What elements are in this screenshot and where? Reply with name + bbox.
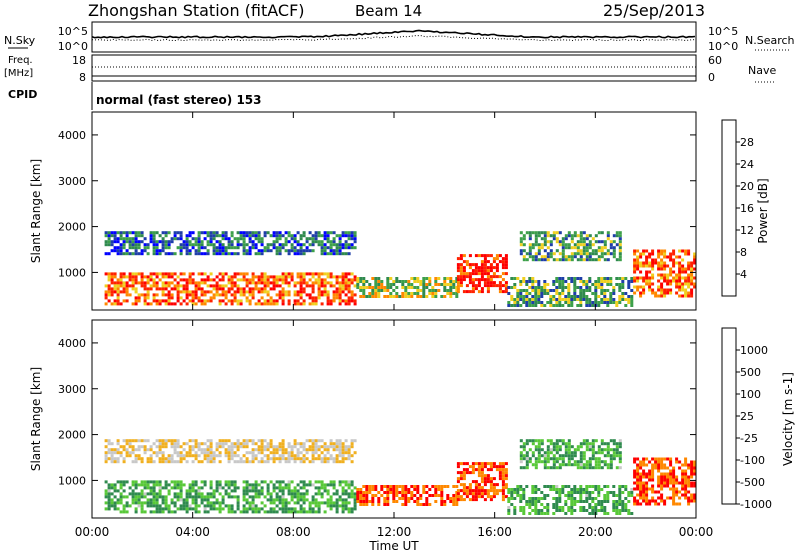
scatter-region <box>519 439 622 470</box>
freq-label-line2: [MHz] <box>4 68 33 79</box>
colorbar-tick-label: 28 <box>740 136 754 149</box>
colorbar-tick-label: 8 <box>740 246 747 259</box>
scatter-region <box>633 249 697 298</box>
scatter-region <box>456 254 508 294</box>
velocity-colorbar: 1000 500 100 25 -25 -100 -500 -1000 <box>721 327 772 511</box>
scatter-region <box>507 277 634 307</box>
noise-search-line <box>91 35 696 42</box>
scatter-region <box>519 231 622 262</box>
colorbar-tick-label: 4 <box>740 268 747 281</box>
y-tick-label: 2000 <box>58 429 86 442</box>
power-ylabel: Slant Range [km] <box>29 159 43 263</box>
x-tick-label: 16:00 <box>477 525 512 539</box>
noise-right-label: N.Search <box>745 34 795 47</box>
y-tick-label: 1000 <box>58 266 86 279</box>
x-tick-label: 20:00 <box>578 525 613 539</box>
cpid-text: normal (fast stereo) 153 <box>96 93 262 107</box>
power-colorbar-label: Power [dB] <box>756 178 770 243</box>
colorbar-tick-label: 1000 <box>740 344 768 357</box>
beam-label: Beam 14 <box>355 2 422 20</box>
scatter-region <box>104 480 357 514</box>
velocity-ylabel: Slant Range [km] <box>29 367 43 471</box>
nave-tick-hi: 60 <box>708 54 722 67</box>
station-title: Zhongshan Station (fitACF) <box>88 1 305 20</box>
scatter-region <box>104 439 357 464</box>
x-tick-label: 08:00 <box>276 525 311 539</box>
x-axis-label: Time UT <box>368 539 419 553</box>
power-panel: 4000 3000 2000 1000 Slant Range [km] 28 24 20… <box>29 111 770 311</box>
scatter-region <box>507 485 634 515</box>
scatter-region <box>356 485 459 506</box>
velocity-colorbar-label: Velocity [m s-1] <box>781 372 795 466</box>
noise-panel: N.Sky 10^5 10^0 10^5 10^0 N.Search <box>4 21 795 53</box>
nave-label: Nave <box>748 64 776 77</box>
scatter-region <box>456 462 508 502</box>
colorbar-tick-label: 20 <box>740 180 754 193</box>
noise-left-label: N.Sky <box>4 34 36 47</box>
cpid-label: CPID <box>8 88 37 101</box>
scatter-region <box>104 231 357 256</box>
y-tick-label: 3000 <box>58 383 86 396</box>
colorbar-tick-label: 500 <box>740 366 761 379</box>
noise-right-tick-lo: 10^0 <box>708 40 738 53</box>
noise-left-tick-hi: 10^5 <box>58 25 88 38</box>
colorbar-tick-label: -500 <box>740 476 765 489</box>
colorbar-tick-label: 16 <box>740 202 754 215</box>
x-tick-label: 12:00 <box>377 525 412 539</box>
colorbar-tick-label: 25 <box>740 410 754 423</box>
colorbar-tick-label: -1000 <box>740 498 772 511</box>
colorbar-tick-label: -25 <box>740 432 758 445</box>
power-colorbar: 28 24 20 16 12 8 4 <box>721 119 754 297</box>
freq-label-line1: Freq. <box>8 55 33 66</box>
noise-sky-line <box>91 29 696 39</box>
colorbar-tick-label: 24 <box>740 158 754 171</box>
freq-panel: Freq. [MHz] 18 8 60 0 Nave <box>4 54 776 84</box>
noise-left-tick-lo: 10^0 <box>58 40 88 53</box>
velocity-scatter <box>104 439 697 515</box>
y-tick-label: 4000 <box>58 129 86 142</box>
y-tick-label: 1000 <box>58 474 86 487</box>
y-tick-label: 2000 <box>58 221 86 234</box>
x-tick-label: 00:00 <box>75 525 110 539</box>
freq-tick-lo: 8 <box>79 71 86 84</box>
x-tick-label: 04:00 <box>175 525 210 539</box>
scatter-region <box>633 457 697 506</box>
colorbar-tick-label: 12 <box>740 224 754 237</box>
colorbar-tick-label: -100 <box>740 454 765 467</box>
colorbar-tick-label: 100 <box>740 388 761 401</box>
nave-tick-lo: 0 <box>708 71 715 84</box>
freq-tick-hi: 18 <box>72 54 86 67</box>
scatter-region <box>104 272 357 306</box>
x-axis: 00:00 04:00 08:00 12:00 16:00 20:00 00:00 <box>75 112 714 539</box>
power-scatter <box>104 231 697 307</box>
date-label: 25/Sep/2013 <box>603 1 705 20</box>
velocity-panel: 4000 3000 2000 1000 Slant Range [km] 1000 50… <box>29 319 795 519</box>
power-y-axis: 4000 3000 2000 1000 <box>58 129 696 279</box>
velocity-y-axis: 4000 3000 2000 1000 <box>58 337 696 487</box>
y-tick-label: 3000 <box>58 175 86 188</box>
noise-right-tick-hi: 10^5 <box>708 25 738 38</box>
y-tick-label: 4000 <box>58 337 86 350</box>
scatter-region <box>356 277 459 298</box>
x-tick-label: 00:00 <box>679 525 714 539</box>
